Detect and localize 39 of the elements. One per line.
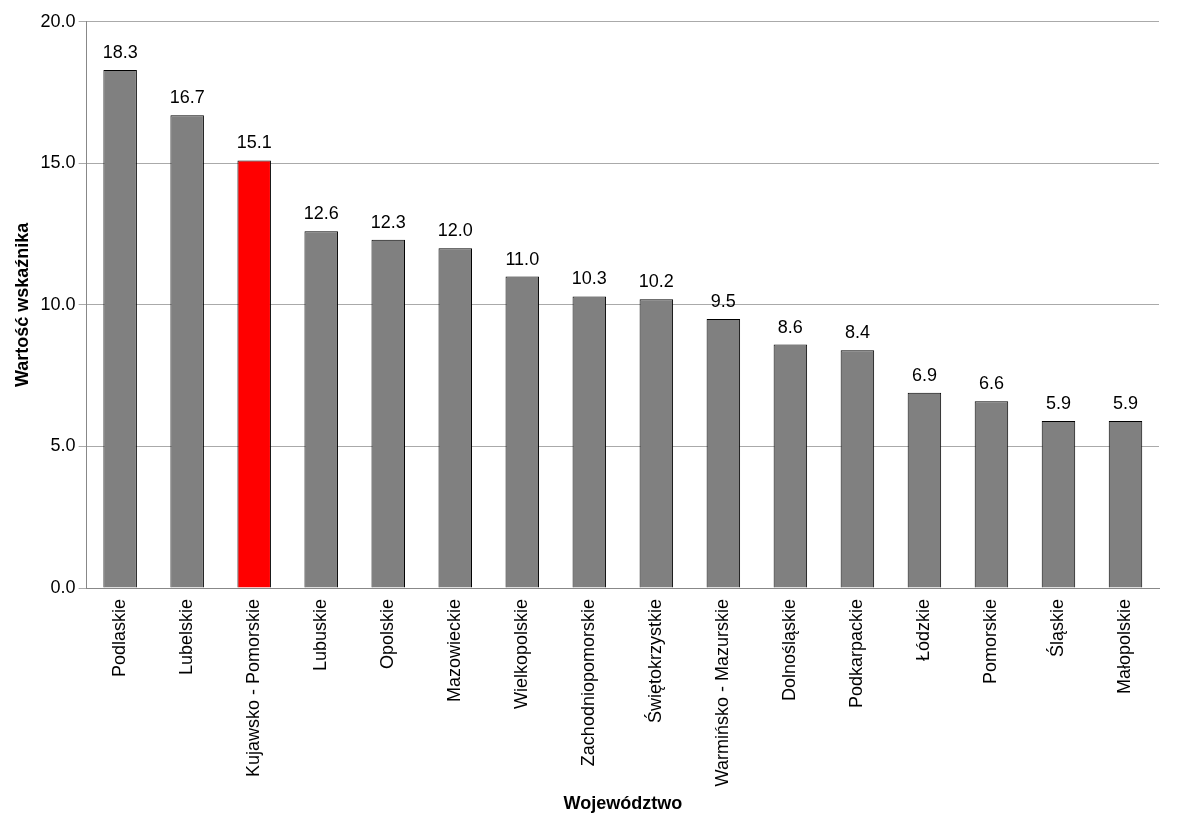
y-tick-label: 20.0 bbox=[40, 10, 76, 31]
data-label: 12.6 bbox=[303, 203, 339, 224]
data-label: 12.3 bbox=[370, 211, 406, 232]
data-label: 15.1 bbox=[236, 132, 272, 153]
x-tick-label: Świętokrzystkie bbox=[644, 599, 666, 724]
y-tick-label: 15.0 bbox=[40, 152, 76, 173]
x-tick-label: Śląskie bbox=[1046, 599, 1068, 658]
data-label: 11.0 bbox=[505, 248, 540, 269]
x-tick-label: Opolskie bbox=[377, 599, 398, 670]
data-label: 12.0 bbox=[437, 220, 473, 241]
x-tick-label: Małopolskie bbox=[1114, 599, 1135, 695]
data-label: 6.6 bbox=[978, 373, 1004, 394]
data-label: 8.4 bbox=[844, 322, 870, 343]
y-tick-label: 10.0 bbox=[40, 293, 76, 314]
x-tick-label: Warmińsko - Mazurskie bbox=[712, 599, 733, 787]
x-tick-label: Łódzkie bbox=[913, 599, 934, 662]
x-tick-label: Lubelskie bbox=[176, 599, 197, 676]
data-label: 9.5 bbox=[710, 291, 736, 312]
y-tick-label: 5.0 bbox=[50, 435, 76, 456]
x-tick-label: Kujawsko - Pomorskie bbox=[243, 599, 264, 778]
x-axis-title: Województwo bbox=[563, 793, 683, 814]
x-tick-label: Podlaskie bbox=[109, 599, 130, 678]
x-tick-label: Zachodniopomorskie bbox=[578, 599, 599, 767]
data-label: 5.9 bbox=[1045, 392, 1071, 413]
y-axis-title: Wartość wskaźnika bbox=[11, 221, 32, 388]
x-tick-label: Mazowieckie bbox=[444, 599, 465, 703]
x-tick-label: Podkarpackie bbox=[846, 599, 867, 709]
data-label: 10.3 bbox=[571, 268, 607, 289]
data-label: 18.3 bbox=[102, 41, 138, 62]
data-label: 6.9 bbox=[911, 364, 937, 385]
x-tick-label: Pomorskie bbox=[980, 599, 1001, 685]
y-tick-label: 0.0 bbox=[50, 577, 76, 598]
x-tick-label: Wielkopolskie bbox=[511, 599, 532, 710]
data-label: 8.6 bbox=[777, 316, 803, 337]
x-tick-label: Lubuskie bbox=[310, 599, 331, 672]
data-label: 10.2 bbox=[638, 271, 674, 292]
x-tick-label: Dolnośląskie bbox=[779, 599, 800, 702]
data-label: 5.9 bbox=[1112, 392, 1138, 413]
data-label: 16.7 bbox=[169, 87, 205, 108]
